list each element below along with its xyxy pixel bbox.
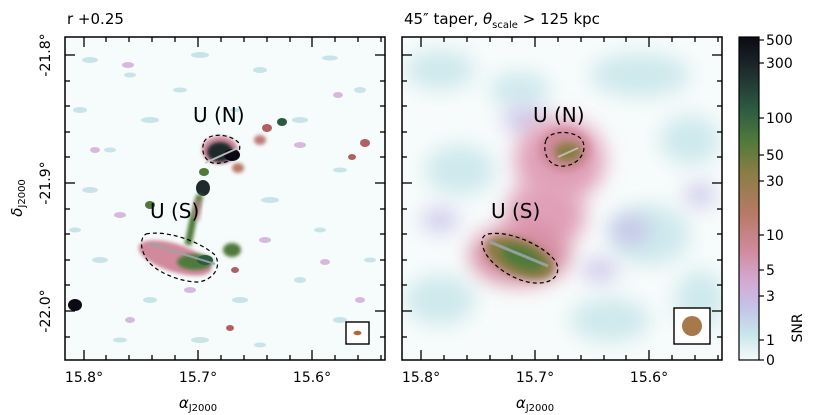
left-faint-sources: [90, 62, 365, 323]
left-x-tick-label-1: 15.8°: [65, 370, 103, 386]
left-emission: [68, 118, 370, 331]
left-contours: [140, 134, 241, 283]
colorbar-tick-30: 30: [766, 174, 784, 190]
y-tick-label-2: -21.9°: [38, 161, 54, 204]
left-label-north: U (N): [193, 103, 245, 127]
ticks: [65, 37, 722, 360]
right-x-tick-label-3: 15.6°: [630, 370, 668, 386]
colorbar-tick-3: 3: [766, 289, 775, 305]
left-x-axis-label: αJ2000: [179, 394, 217, 414]
left-beam: [353, 330, 362, 336]
left-x-tick-label-3: 15.6°: [293, 370, 331, 386]
colorbar: 500 300 100 50 30 10 5 3 1 0 SNR: [738, 33, 806, 369]
right-panel-title: 45″ taper, θscale > 125 kpc: [404, 10, 600, 31]
right-image: U (N) U (S): [402, 37, 722, 360]
colorbar-tick-50: 50: [766, 148, 784, 164]
left-panel-title: r +0.25: [67, 10, 124, 28]
right-label-south: U (S): [491, 199, 540, 223]
y-tick-label-1: -21.8°: [38, 33, 54, 76]
colorbar-tick-1: 1: [766, 333, 775, 349]
right-emission: [470, 118, 605, 285]
colorbar-label: SNR: [790, 313, 806, 342]
colorbar-tick-500: 500: [766, 33, 793, 49]
right-label-north: U (N): [533, 103, 585, 127]
colorbar-tick-5: 5: [766, 263, 775, 279]
right-x-axis-label: αJ2000: [516, 394, 554, 414]
right-contours: [481, 131, 585, 284]
right-beam-box: [673, 307, 711, 345]
right-x-tick-label-1: 15.8°: [402, 370, 440, 386]
right-x-tick-label-2: 15.7°: [516, 370, 554, 386]
left-x-tick-label-2: 15.7°: [179, 370, 217, 386]
right-frame: [401, 36, 723, 361]
colorbar-gradient: [738, 36, 760, 361]
right-beam: [682, 316, 702, 336]
colorbar-tick-100: 100: [766, 111, 793, 127]
left-label-south: U (S): [150, 199, 199, 223]
left-noise: [69, 52, 376, 348]
colorbar-tick-300: 300: [766, 56, 793, 72]
right-faint: [422, 106, 715, 282]
colorbar-tick-0: 0: [766, 353, 775, 369]
colorbar-tick-10: 10: [766, 228, 784, 244]
y-axis-label: δJ2000: [8, 179, 28, 217]
left-image: U (N) U (S): [65, 37, 385, 360]
left-frame: [64, 36, 386, 361]
y-tick-label-3: -22.0°: [38, 289, 54, 332]
